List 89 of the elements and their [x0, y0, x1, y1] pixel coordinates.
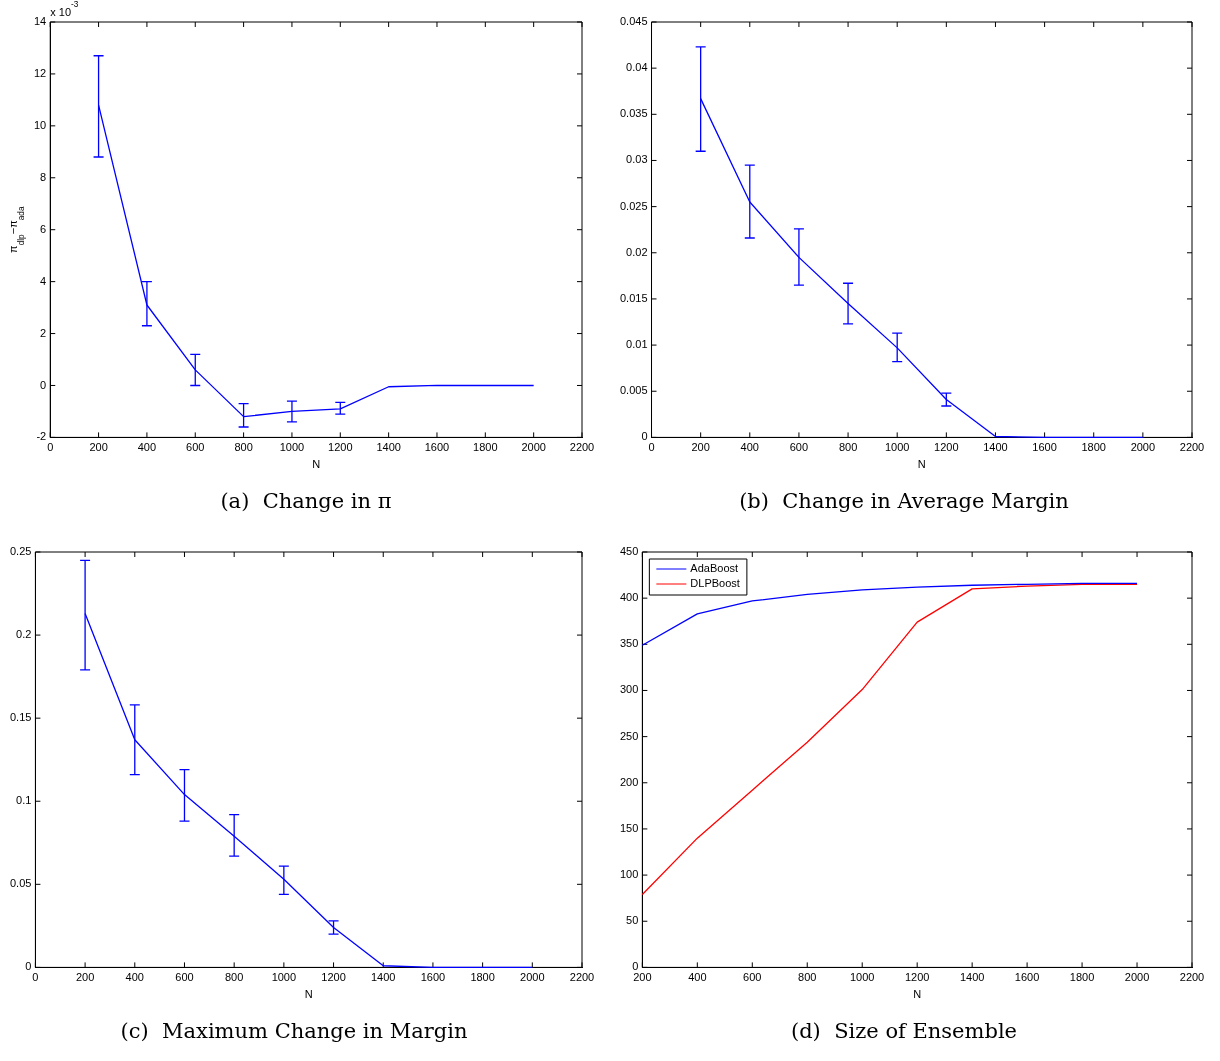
y-tick-label: 0.03 [626, 153, 648, 166]
y-tick-label: 10 [33, 118, 47, 131]
x-axis-title: N [913, 988, 922, 1001]
x-tick-label: 1200 [934, 441, 959, 454]
x-tick-label: 400 [137, 441, 157, 454]
x-tick-label: 400 [688, 971, 707, 984]
x-tick-label: 600 [175, 971, 194, 984]
x-tick-label: 200 [89, 441, 108, 454]
x-tick-label: 2000 [520, 971, 545, 984]
y-tick-label: 2 [40, 326, 47, 339]
x-axis-title: N [304, 988, 313, 1001]
y-tick-label: 0.05 [9, 877, 32, 890]
x-tick-label: 600 [186, 441, 205, 454]
y-tick-label: 200 [619, 775, 639, 788]
x-tick-label: 1800 [473, 441, 498, 454]
y-tick-label: 0.1 [16, 794, 32, 807]
x-tick-label: 1800 [1081, 441, 1106, 454]
y-tick-label: 0.2 [16, 628, 32, 641]
y-tick-label: 450 [619, 545, 639, 558]
x-tick-label: 1600 [1014, 971, 1040, 984]
y-tick-label: 12 [33, 66, 47, 79]
x-tick-label: 1400 [376, 441, 401, 454]
x-tick-label: 1400 [959, 971, 985, 984]
x-tick-label: 800 [798, 971, 817, 984]
x-tick-label: 1600 [1032, 441, 1057, 454]
y-tick-label: 0.02 [626, 245, 648, 258]
x-tick-label: 1400 [983, 441, 1008, 454]
x-tick-label: 200 [691, 441, 710, 454]
y-tick-label: 50 [626, 914, 639, 927]
y-tick-label: 400 [619, 591, 639, 604]
x-tick-label: 1200 [328, 441, 353, 454]
y-tick-label: 150 [619, 821, 639, 834]
x-tick-label: 1000 [884, 441, 910, 454]
text: (d) Size of Ensemble [790, 1018, 1018, 1043]
y-tick-label: 0.15 [9, 711, 32, 724]
x-tick-label: 1200 [321, 971, 346, 984]
x-axis-title: N [917, 458, 926, 471]
x-tick-label: 2200 [569, 441, 595, 454]
x-tick-label: 2200 [569, 971, 595, 984]
y-axis-title: πdlp−πada [7, 206, 26, 253]
legend-label: AdaBoost [690, 562, 739, 575]
x-tick-label: 2000 [1124, 971, 1150, 984]
y-tick-label: 0 [40, 378, 47, 391]
y-tick-label: 0.025 [620, 199, 648, 212]
x-tick-label: 800 [838, 441, 858, 454]
y-tick-label: 0.04 [626, 61, 648, 74]
y-tick-label: -2 [36, 430, 47, 443]
x-tick-label: 1000 [279, 441, 305, 454]
y-tick-label: 8 [40, 170, 47, 183]
x-tick-label: 1200 [904, 971, 930, 984]
x-tick-label: 1600 [424, 441, 450, 454]
x-tick-label: 1800 [470, 971, 495, 984]
y-tick-label: 6 [40, 222, 47, 235]
y-tick-label: 100 [619, 868, 639, 881]
legend-label: DLPBoost [690, 577, 740, 590]
x-tick-label: 1800 [1069, 971, 1095, 984]
y-tick-label: 0 [632, 960, 639, 973]
y-tick-label: 0.01 [626, 338, 648, 351]
y-tick-label: 300 [619, 683, 639, 696]
y-tick-label: 0.035 [620, 107, 648, 120]
y-tick-label: 0.045 [620, 15, 648, 28]
y-tick-label: 0.25 [9, 545, 32, 558]
y-tick-label: 0.015 [620, 291, 648, 304]
x-tick-label: 200 [75, 971, 95, 984]
x-tick-label: 2000 [1130, 441, 1156, 454]
x-tick-label: 800 [234, 441, 253, 454]
y-tick-label: 0 [25, 960, 32, 973]
y-tick-label: 4 [40, 274, 47, 287]
x-tick-label: 2200 [1179, 441, 1205, 454]
x-tick-label: 2200 [1179, 971, 1205, 984]
x-tick-label: 1000 [271, 971, 297, 984]
x-tick-label: 400 [125, 971, 144, 984]
y-tick-label: 14 [33, 15, 47, 28]
text: (a) Change in π [220, 488, 392, 513]
x-axis-title: N [312, 458, 321, 471]
x-tick-label: 800 [224, 971, 244, 984]
x-tick-label: 600 [789, 441, 809, 454]
x-tick-label: 2000 [521, 441, 546, 454]
text: (c) Maximum Change in Margin [120, 1018, 468, 1043]
y-tick-label: 250 [619, 729, 639, 742]
x-tick-label: 1400 [371, 971, 396, 984]
x-tick-label: 600 [743, 971, 762, 984]
x-tick-label: 1000 [849, 971, 875, 984]
x-tick-label: 400 [740, 441, 759, 454]
y-tick-label: 0.005 [620, 384, 648, 397]
y-tick-label: 350 [619, 637, 639, 650]
y-tick-label: 0 [641, 430, 648, 443]
x-tick-label: 1600 [420, 971, 446, 984]
text: (b) Change in Average Margin [739, 488, 1069, 513]
